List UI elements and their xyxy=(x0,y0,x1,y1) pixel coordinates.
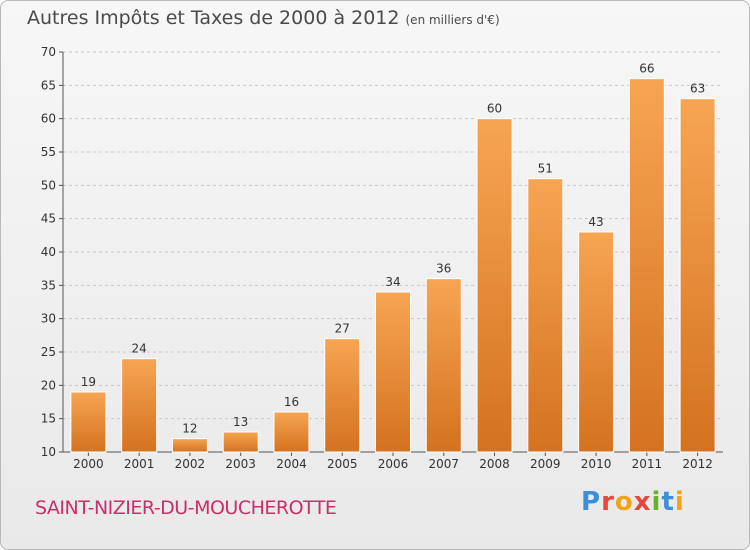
proxiti-logo: Proxiti xyxy=(581,487,685,517)
data-label-2006: 34 xyxy=(385,275,400,289)
bars xyxy=(70,78,716,453)
y-tick-label: 20 xyxy=(41,378,56,392)
x-tick-label-2006: 2006 xyxy=(378,457,409,471)
bar-2008 xyxy=(476,118,513,453)
y-tick-label: 45 xyxy=(41,212,56,226)
bar-2011 xyxy=(628,78,665,453)
bar-2003 xyxy=(222,431,259,453)
bar-2001 xyxy=(121,358,158,453)
bar-2010 xyxy=(578,231,615,453)
bar-2002 xyxy=(171,438,208,453)
y-tick-label: 50 xyxy=(41,178,56,192)
x-tick-label-2001: 2001 xyxy=(124,457,155,471)
bar-2012 xyxy=(679,98,716,453)
data-label-2004: 16 xyxy=(284,395,299,409)
y-tick-label: 65 xyxy=(41,78,56,92)
bar-2004 xyxy=(273,411,310,453)
x-tick-label-2003: 2003 xyxy=(225,457,256,471)
chart-subtitle: (en milliers d'€) xyxy=(405,13,500,27)
bar-2000 xyxy=(70,391,107,453)
y-tick-label: 25 xyxy=(41,345,56,359)
x-tick-label-2011: 2011 xyxy=(632,457,663,471)
data-label-2003: 13 xyxy=(233,415,248,429)
data-label-2002: 12 xyxy=(182,422,197,436)
bar-2007 xyxy=(425,278,462,453)
data-label-2000: 19 xyxy=(81,375,96,389)
x-tick-label-2012: 2012 xyxy=(682,457,713,471)
y-tick-label: 55 xyxy=(41,145,56,159)
data-label-2005: 27 xyxy=(335,322,350,336)
bar-2009 xyxy=(527,178,564,453)
bar-2006 xyxy=(375,291,411,453)
y-tick-label: 60 xyxy=(41,112,56,126)
x-tick-label-2008: 2008 xyxy=(479,457,510,471)
commune-name: SAINT-NIZIER-DU-MOUCHEROTTE xyxy=(35,497,337,519)
x-tick-label-2005: 2005 xyxy=(327,457,358,471)
chart-title: Autres Impôts et Taxes de 2000 à 2012 (en… xyxy=(27,7,500,29)
data-label-2009: 51 xyxy=(538,162,553,176)
x-tick-label-2010: 2010 xyxy=(581,457,612,471)
x-tick-label-2002: 2002 xyxy=(175,457,206,471)
x-tick-label-2009: 2009 xyxy=(530,457,561,471)
y-tick-label: 30 xyxy=(41,312,56,326)
y-tick-label: 15 xyxy=(41,412,56,426)
data-label-2012: 63 xyxy=(690,82,705,96)
data-label-2007: 36 xyxy=(436,262,451,276)
y-tick-label: 40 xyxy=(41,245,56,259)
x-tick-label-2007: 2007 xyxy=(428,457,459,471)
data-labels: 19 24 12 13 16 27 34 36 60 51 43 66 63 xyxy=(81,62,706,436)
data-label-2001: 24 xyxy=(132,342,147,356)
x-tick-label-2000: 2000 xyxy=(73,457,104,471)
data-label-2010: 43 xyxy=(588,215,603,229)
data-label-2008: 60 xyxy=(487,102,502,116)
axes: 10 15 20 25 30 35 40 45 50 55 60 65 70 2000 2001 2002 20… xyxy=(41,45,723,471)
y-tick-label: 70 xyxy=(41,45,56,59)
x-tick-label-2004: 2004 xyxy=(276,457,307,471)
bar-2005 xyxy=(324,338,361,453)
chart-title-text: Autres Impôts et Taxes de 2000 à 2012 xyxy=(27,7,400,29)
y-tick-label: 35 xyxy=(41,278,56,292)
data-label-2011: 66 xyxy=(639,62,654,76)
y-tick-label: 10 xyxy=(41,445,56,459)
